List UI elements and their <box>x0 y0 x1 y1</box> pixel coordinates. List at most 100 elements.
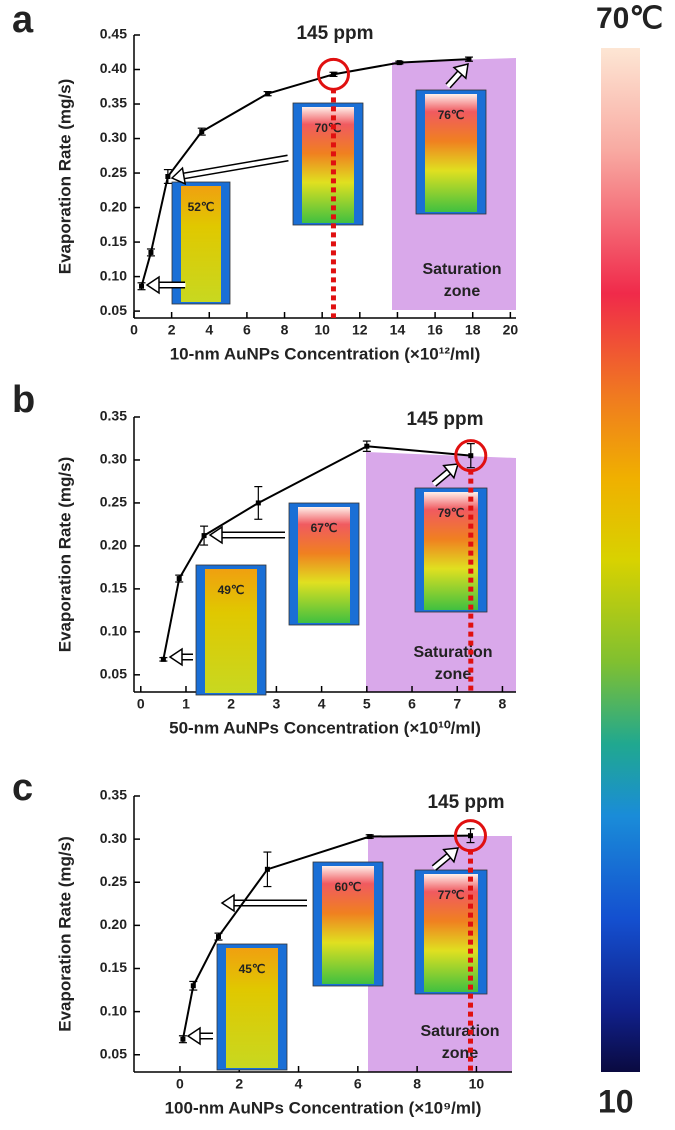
arrow-shaft-inner <box>182 155 289 179</box>
x-tick-label: 0 <box>130 322 138 338</box>
inset-label: 77℃ <box>438 888 465 902</box>
data-point <box>215 934 221 940</box>
y-tick-label: 0.10 <box>100 267 127 283</box>
data-point <box>180 1036 186 1042</box>
data-point <box>190 983 196 989</box>
inset-label: 70℃ <box>315 121 342 135</box>
x-tick-label: 4 <box>295 1076 303 1092</box>
arrow-head <box>186 1026 201 1046</box>
annotation: 145 ppm <box>296 23 373 44</box>
thermal-strip <box>226 948 278 1068</box>
y-tick-label: 0.10 <box>100 1002 127 1018</box>
zone-label: zone <box>435 666 472 683</box>
x-tick-label: 5 <box>363 696 371 712</box>
zone-label: Saturation <box>422 261 501 278</box>
y-tick-label: 0.35 <box>100 408 127 424</box>
arrow-shaft-inner <box>432 853 451 870</box>
x-tick-label: 1 <box>182 696 190 712</box>
y-tick-label: 0.20 <box>100 198 127 214</box>
inset-label: 52℃ <box>188 200 215 214</box>
y-tick-label: 0.20 <box>100 537 127 553</box>
x-tick-label: 6 <box>243 322 251 338</box>
x-tick-label: 2 <box>227 696 235 712</box>
arrow-head <box>168 647 183 667</box>
arrow-head <box>170 166 187 186</box>
x-tick-label: 2 <box>168 322 176 338</box>
y-tick-label: 0.35 <box>100 95 127 111</box>
x-tick-label: 8 <box>281 322 289 338</box>
annotation: 145 ppm <box>427 792 504 813</box>
inset-label: 45℃ <box>239 962 266 976</box>
data-point <box>364 443 370 449</box>
y-tick-label: 0.45 <box>100 26 127 42</box>
y-tick-label: 0.25 <box>100 164 127 180</box>
arrow-head <box>452 62 469 80</box>
y-tick-label: 0.25 <box>100 494 127 510</box>
arrow-head <box>208 525 223 545</box>
thermal-strip <box>181 186 221 302</box>
y-axis-label: Evaporation Rate (mg/s) <box>55 79 74 275</box>
y-tick-label: 0.30 <box>100 129 127 145</box>
arrow-head <box>442 847 460 864</box>
thermal-strip <box>298 507 350 623</box>
x-tick-label: 18 <box>465 322 481 338</box>
x-tick-label: 16 <box>427 322 443 338</box>
y-tick-label: 0.35 <box>100 787 127 803</box>
data-point <box>264 866 270 872</box>
data-point <box>139 283 145 289</box>
panel-label: c <box>12 767 33 809</box>
highlight-circle <box>316 57 350 91</box>
highlight-circle <box>453 819 487 853</box>
inset-label: 67℃ <box>311 521 338 535</box>
x-tick-label: 20 <box>503 322 519 338</box>
thermal-strip <box>205 569 257 693</box>
x-tick-label: 4 <box>205 322 213 338</box>
x-tick-label: 10 <box>469 1076 485 1092</box>
panel-label: a <box>12 0 34 41</box>
data-point <box>467 833 473 839</box>
colorbar <box>601 48 640 1072</box>
x-tick-label: 8 <box>413 1076 421 1092</box>
y-tick-label: 0.15 <box>100 959 127 975</box>
y-axis-label: Evaporation Rate (mg/s) <box>55 457 74 653</box>
y-axis-label: Evaporation Rate (mg/s) <box>55 836 74 1032</box>
inset-label: 76℃ <box>438 108 465 122</box>
x-tick-label: 7 <box>453 696 461 712</box>
inset-label: 49℃ <box>218 583 245 597</box>
y-tick-label: 0.15 <box>100 233 127 249</box>
data-point <box>148 249 154 255</box>
data-point <box>255 500 261 506</box>
data-point <box>265 91 271 97</box>
data-point <box>367 834 373 840</box>
highlight-circle <box>454 439 488 473</box>
x-tick-label: 12 <box>352 322 368 338</box>
arrow-shaft-inner <box>446 70 463 88</box>
data-line <box>140 58 470 287</box>
data-point <box>201 533 207 539</box>
data-line <box>162 445 471 660</box>
thermal-strip <box>322 866 374 984</box>
arrow-shaft-inner <box>432 469 451 486</box>
y-tick-label: 0.05 <box>100 1045 127 1061</box>
data-point <box>396 60 402 66</box>
x-axis-label: 50-nm AuNPs Concentration (×10¹⁰/ml) <box>169 718 481 737</box>
x-axis-label: 10-nm AuNPs Concentration (×10¹²/ml) <box>170 344 481 363</box>
y-tick-label: 0.40 <box>100 60 127 76</box>
y-tick-label: 0.20 <box>100 916 127 932</box>
thermal-strip <box>302 107 354 223</box>
x-tick-label: 6 <box>354 1076 362 1092</box>
data-point <box>468 453 474 459</box>
zone-label: Saturation <box>420 1023 499 1040</box>
colorbar-min-label: 10 <box>598 1083 634 1119</box>
x-tick-label: 2 <box>235 1076 243 1092</box>
data-point <box>176 576 182 582</box>
data-line <box>181 834 471 1040</box>
x-tick-label: 0 <box>137 696 145 712</box>
x-tick-label: 10 <box>314 322 330 338</box>
y-tick-label: 0.10 <box>100 623 127 639</box>
zone-label: zone <box>444 283 481 300</box>
arrow-head <box>442 463 460 480</box>
x-tick-label: 6 <box>408 696 416 712</box>
colorbar-max-label: 70℃ <box>596 2 663 35</box>
